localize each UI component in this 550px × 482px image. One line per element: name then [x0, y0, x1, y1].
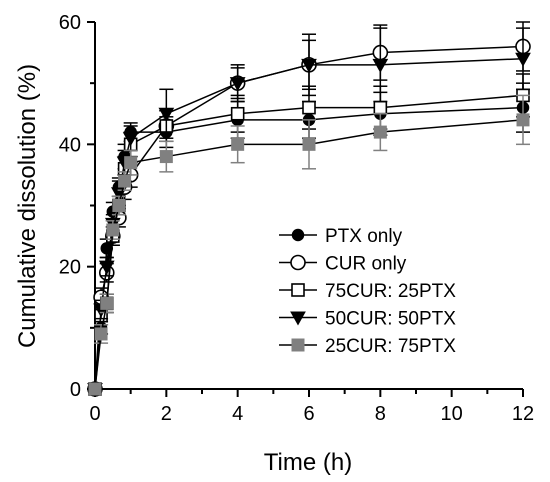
x-tick-label: 10 — [441, 403, 463, 425]
series-4 — [87, 27, 531, 398]
x-tick-label: 12 — [512, 403, 534, 425]
data-point — [229, 77, 246, 92]
x-tick-label: 4 — [232, 403, 243, 425]
legend-label: CUR only — [325, 254, 407, 275]
data-point — [106, 223, 120, 237]
legend-label: 75CUR: 25PTX — [325, 281, 456, 302]
data-point — [122, 132, 139, 147]
y-tick-label: 60 — [59, 12, 81, 34]
legend-label: 25CUR: 75PTX — [325, 336, 456, 357]
x-tick-label: 8 — [375, 403, 386, 425]
legend-item-1: PTX only — [279, 226, 403, 247]
data-point — [301, 58, 317, 73]
data-point — [159, 150, 173, 164]
data-point — [231, 137, 245, 151]
y-axis-title: Cumulative dissolution (%) — [14, 64, 41, 348]
data-point — [302, 100, 316, 115]
y-tick-label: 20 — [59, 257, 81, 279]
legend-item-4: 50CUR: 50PTX — [279, 309, 456, 330]
legend-marker — [291, 283, 305, 297]
x-tick-label: 6 — [303, 403, 314, 425]
data-point — [158, 107, 175, 122]
legend-label: 50CUR: 50PTX — [325, 309, 456, 330]
data-point — [515, 52, 531, 67]
data-point — [230, 106, 245, 121]
legend-marker — [291, 228, 305, 242]
legend-marker — [291, 338, 305, 352]
legend-marker — [290, 254, 306, 271]
legend: PTX only CUR only 75CUR: 25PTX 50CUR: 50PTX… — [279, 226, 456, 357]
data-point — [302, 137, 316, 151]
legend-item-2: CUR only — [279, 254, 407, 275]
y-tick-label: 40 — [59, 134, 81, 156]
data-point — [88, 382, 102, 396]
x-axis-title: Time (h) — [264, 449, 352, 476]
x-tick-label: 0 — [89, 403, 100, 425]
legend-item-3: 75CUR: 25PTX — [279, 281, 456, 302]
data-point — [372, 58, 389, 73]
legend-label: PTX only — [325, 226, 403, 247]
legend-marker — [290, 311, 306, 326]
series-layer — [87, 21, 531, 398]
axes: 0 2 4 6 8 10 12 0 20 40 60 — [59, 12, 534, 425]
data-point — [118, 174, 132, 188]
legend-item-5: 25CUR: 75PTX — [279, 336, 456, 357]
data-point — [373, 125, 387, 139]
data-point — [373, 100, 388, 115]
series-5 — [88, 94, 530, 396]
data-point — [112, 199, 126, 212]
data-point — [100, 296, 114, 310]
data-point — [94, 327, 108, 341]
y-tick-label: 0 — [70, 379, 81, 401]
data-point — [516, 113, 530, 127]
data-point — [124, 156, 138, 170]
x-tick-label: 2 — [161, 403, 172, 425]
